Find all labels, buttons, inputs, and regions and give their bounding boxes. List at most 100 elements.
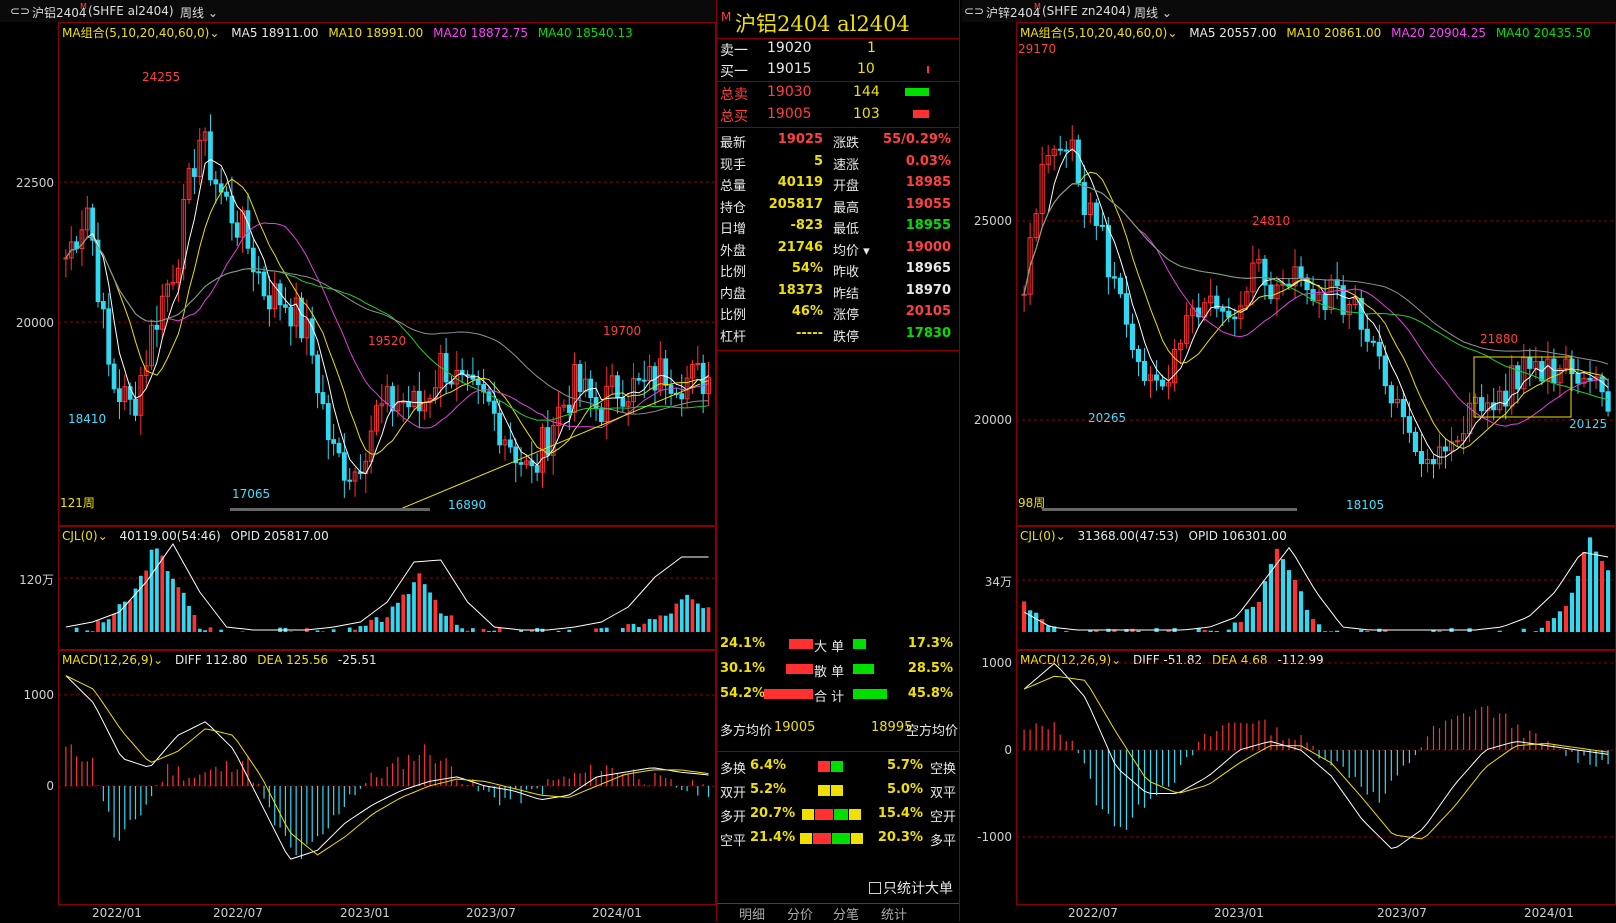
order-label: 大 单 bbox=[814, 640, 845, 655]
candle-body bbox=[529, 460, 535, 467]
candle-body bbox=[368, 430, 374, 462]
volume-bar bbox=[1304, 609, 1310, 632]
volume-bar bbox=[1365, 630, 1370, 632]
volume-bar bbox=[347, 627, 352, 632]
candle-body bbox=[1503, 390, 1509, 407]
left-nav-icon[interactable]: ⊂⊃ bbox=[10, 4, 31, 18]
candle-body bbox=[1039, 163, 1045, 215]
stat-label: 涨停 bbox=[833, 308, 860, 323]
stat-label: 最新 bbox=[720, 136, 747, 151]
checkbox-icon[interactable] bbox=[869, 882, 881, 894]
stat-label: 昨结 bbox=[833, 286, 860, 302]
macd-diff-line bbox=[1023, 662, 1609, 850]
candle-body bbox=[1057, 148, 1063, 151]
stat-value: 17830 bbox=[905, 325, 951, 341]
candle-body bbox=[1075, 139, 1081, 184]
left-vol-tick: 120万 bbox=[19, 573, 54, 587]
left-ma-name[interactable]: MA组合(5,10,20,40,60,0) bbox=[62, 26, 210, 40]
right-ma-legend[interactable]: MA组合(5,10,20,40,60,0)⌄ MA5 20557.00 MA10… bbox=[1020, 26, 1591, 40]
left-ma20: MA20 18872.75 bbox=[433, 26, 528, 40]
candle-body bbox=[1045, 155, 1051, 165]
total-sell-row[interactable]: 总卖 19030 144 bbox=[717, 82, 959, 103]
total-sell-price: 19030 bbox=[767, 84, 812, 100]
candle-body bbox=[1352, 297, 1358, 306]
left-vol-legend[interactable]: CJL(0)⌄ 40119.00(54:46) OPID 205817.00 bbox=[62, 529, 329, 543]
candle-body bbox=[1340, 285, 1346, 315]
total-sell-label: 总卖 bbox=[720, 87, 748, 103]
flow-left-label: 空平 bbox=[720, 834, 747, 849]
candle-body bbox=[1021, 293, 1027, 296]
sell1-row[interactable]: 卖一 19020 1 bbox=[717, 38, 959, 59]
volume-bar bbox=[1214, 631, 1219, 632]
flow-bar bbox=[831, 785, 843, 796]
flow-bar bbox=[818, 785, 830, 796]
tab-stats[interactable]: 统计 bbox=[881, 908, 908, 923]
candle-body bbox=[1051, 148, 1057, 157]
candle-body bbox=[1292, 266, 1298, 287]
stat-label: 现手 bbox=[720, 157, 747, 173]
left-macd-legend[interactable]: MACD(12,26,9)⌄ DIFF 112.80 DEA 125.56 -2… bbox=[62, 653, 377, 667]
volume-bar bbox=[695, 603, 700, 632]
volume-bar bbox=[1581, 552, 1587, 632]
left-volume-panel[interactable] bbox=[58, 526, 716, 650]
order-left-pct: 54.2% bbox=[720, 686, 766, 701]
left-vol-name[interactable]: CJL(0) bbox=[62, 529, 98, 543]
flow-bar bbox=[814, 809, 833, 820]
stat-label: 持仓 bbox=[720, 200, 747, 216]
right-period-select[interactable]: 周线 ⌄ bbox=[1134, 6, 1172, 20]
right-nav-icon[interactable]: ⊂⊃ bbox=[964, 4, 985, 18]
volume-bar bbox=[1166, 629, 1171, 632]
total-sell-bar bbox=[905, 88, 929, 96]
stat-label: 比例 bbox=[720, 265, 747, 280]
right-ma-name[interactable]: MA组合(5,10,20,40,60,0) bbox=[1020, 26, 1168, 40]
left-annotation: 19700 bbox=[603, 324, 642, 338]
candle-body bbox=[95, 239, 101, 303]
stat-value: 19025 bbox=[777, 132, 823, 147]
candle-body bbox=[1569, 358, 1575, 375]
volume-bar bbox=[1124, 629, 1129, 632]
volume-bar bbox=[406, 594, 411, 632]
candle-body bbox=[1605, 391, 1611, 412]
tab-detail[interactable]: 明细 bbox=[739, 908, 766, 923]
left-period-select[interactable]: 周线 ⌄ bbox=[180, 6, 218, 20]
stat-value: 21746 bbox=[777, 239, 823, 255]
candle-body bbox=[1208, 295, 1214, 304]
quote-flag: M bbox=[721, 10, 732, 24]
left-ma-legend[interactable]: MA组合(5,10,20,40,60,0)⌄ MA5 18911.00 MA10… bbox=[62, 26, 633, 40]
quote-stat-row: 内盘 18373 昨结 18970 bbox=[717, 281, 959, 302]
big-order-checkbox[interactable]: 只统计大单 bbox=[869, 878, 953, 898]
left-macd-dea: DEA 125.56 bbox=[257, 653, 329, 667]
right-annotation: 21880 bbox=[1480, 332, 1519, 346]
candle-body bbox=[304, 318, 310, 339]
candle-body bbox=[347, 479, 353, 482]
volume-bar bbox=[133, 588, 138, 632]
right-vol-legend[interactable]: CJL(0)⌄ 31368.00(47:53) OPID 106301.00 bbox=[1020, 529, 1287, 543]
tab-price-dist[interactable]: 分价 bbox=[787, 908, 814, 923]
left-y-tick-20000: 20000 bbox=[15, 316, 54, 330]
volume-bar bbox=[396, 602, 400, 632]
right-vol-name[interactable]: CJL(0) bbox=[1020, 529, 1056, 543]
candle-body bbox=[1147, 374, 1154, 381]
candle-body bbox=[320, 392, 326, 405]
right-ma10: MA10 20861.00 bbox=[1286, 26, 1382, 40]
candle-body bbox=[561, 404, 567, 408]
right-chart-svg bbox=[1016, 125, 1616, 850]
candle-body bbox=[513, 446, 519, 464]
total-buy-row[interactable]: 总买 19005 103 bbox=[717, 104, 959, 125]
left-macd-name[interactable]: MACD(12,26,9) bbox=[62, 653, 154, 667]
short-avg-label: 空方均价 bbox=[906, 724, 959, 739]
volume-bar bbox=[428, 592, 432, 632]
order-left-bar bbox=[786, 664, 813, 674]
volume-bar bbox=[1046, 625, 1051, 632]
left-price-panel[interactable] bbox=[58, 22, 716, 526]
volume-bar bbox=[679, 599, 684, 632]
left-x-tick: 2022/01 bbox=[92, 906, 142, 920]
buy1-row[interactable]: 买一 19015 10 bbox=[717, 59, 959, 80]
stat-value: 18985 bbox=[905, 175, 951, 190]
left-annotation: 17065 bbox=[232, 487, 271, 501]
stat-value: 54% bbox=[791, 261, 823, 276]
order-left-bar bbox=[789, 639, 813, 649]
left-macd-panel[interactable] bbox=[58, 650, 716, 905]
volume-bar bbox=[685, 594, 689, 632]
tab-ticks[interactable]: 分笔 bbox=[833, 908, 860, 923]
